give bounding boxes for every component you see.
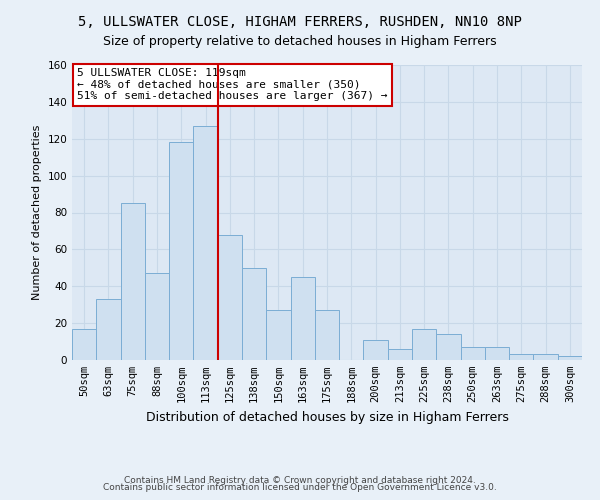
Text: Size of property relative to detached houses in Higham Ferrers: Size of property relative to detached ho… xyxy=(103,35,497,48)
Bar xyxy=(558,356,582,360)
Text: Contains public sector information licensed under the Open Government Licence v3: Contains public sector information licen… xyxy=(103,484,497,492)
Bar xyxy=(412,328,436,360)
Bar xyxy=(509,354,533,360)
Bar xyxy=(436,334,461,360)
Bar xyxy=(533,354,558,360)
Bar xyxy=(364,340,388,360)
Text: 5 ULLSWATER CLOSE: 119sqm
← 48% of detached houses are smaller (350)
51% of semi: 5 ULLSWATER CLOSE: 119sqm ← 48% of detac… xyxy=(77,68,388,101)
Y-axis label: Number of detached properties: Number of detached properties xyxy=(32,125,42,300)
Text: 5, ULLSWATER CLOSE, HIGHAM FERRERS, RUSHDEN, NN10 8NP: 5, ULLSWATER CLOSE, HIGHAM FERRERS, RUSH… xyxy=(78,15,522,29)
Bar xyxy=(145,274,169,360)
Bar xyxy=(242,268,266,360)
Bar xyxy=(461,347,485,360)
Text: Contains HM Land Registry data © Crown copyright and database right 2024.: Contains HM Land Registry data © Crown c… xyxy=(124,476,476,485)
Bar xyxy=(266,310,290,360)
Bar xyxy=(169,142,193,360)
Bar xyxy=(193,126,218,360)
Bar xyxy=(121,204,145,360)
X-axis label: Distribution of detached houses by size in Higham Ferrers: Distribution of detached houses by size … xyxy=(146,410,508,424)
Bar xyxy=(485,347,509,360)
Bar xyxy=(388,349,412,360)
Bar xyxy=(96,299,121,360)
Bar xyxy=(290,277,315,360)
Bar xyxy=(72,328,96,360)
Bar xyxy=(315,310,339,360)
Bar xyxy=(218,234,242,360)
